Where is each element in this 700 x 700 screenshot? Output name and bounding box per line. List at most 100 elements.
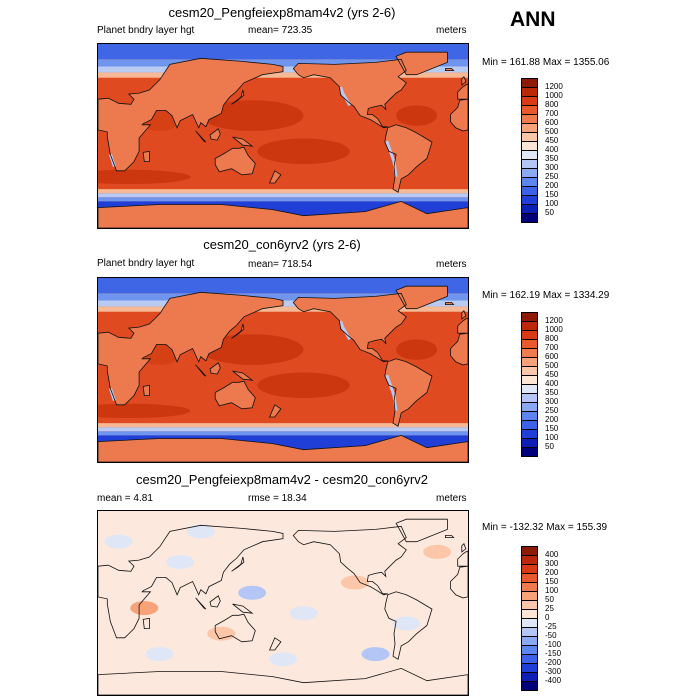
field-patch [361, 647, 390, 662]
colorbar-label: 150 [545, 190, 559, 199]
coastline [142, 617, 150, 629]
coastline [450, 83, 468, 132]
coastal-band [385, 140, 398, 178]
field-patch [98, 169, 191, 185]
panel1-units-label: meters [436, 25, 467, 36]
land-fill [232, 371, 253, 381]
colorbar-label: 500 [545, 361, 559, 370]
field-band [98, 72, 468, 78]
land-fill [210, 128, 221, 141]
coastline [395, 518, 448, 543]
colorbar-label: -400 [545, 676, 562, 685]
field-band [98, 197, 468, 202]
coastline [232, 603, 254, 614]
coastline [142, 384, 150, 396]
field-patch [238, 585, 267, 600]
coastline [292, 525, 407, 596]
colorbar-label: 400 [545, 550, 559, 559]
panel3-title: cesm20_Pengfeiexp8mam4v2 - cesm20_con6yr… [136, 472, 428, 487]
panel3-units-label: meters [436, 493, 467, 504]
colorbar-label: 250 [545, 406, 559, 415]
field-patch [186, 524, 215, 539]
coastline [98, 434, 468, 462]
land-fill [396, 286, 448, 309]
coastline [231, 323, 245, 339]
colorbar-label: 200 [545, 568, 559, 577]
field-patch [340, 575, 369, 590]
field-band [98, 427, 468, 432]
colorbar-label: 150 [545, 424, 559, 433]
land-fill [461, 310, 466, 319]
coastline [445, 302, 455, 305]
colorbar-label: 200 [545, 181, 559, 190]
colorbar-swatch [521, 681, 538, 691]
panel3-minmax: Min = -132.32 Max = 155.39 [482, 522, 608, 533]
field-patch [257, 372, 350, 399]
field-band [98, 59, 468, 67]
land-fill [269, 170, 281, 183]
colorbar-label: -100 [545, 640, 562, 649]
land-fill [98, 201, 468, 228]
coastline [395, 51, 448, 76]
colorbar-label: 300 [545, 163, 559, 172]
coastline [450, 317, 468, 366]
coastline [98, 200, 468, 228]
colorbar-label: 450 [545, 370, 559, 379]
coastline [461, 75, 467, 86]
panel3-rmse-label: rmse = 18.34 [248, 493, 307, 504]
land-fill [293, 293, 407, 362]
panel1-field-label: Planet bndry layer hgt [97, 25, 195, 36]
coastline [98, 667, 468, 695]
colorbar-label: 500 [545, 127, 559, 136]
colorbar-label: -200 [545, 658, 562, 667]
coastline [384, 358, 433, 427]
colorbar-label: 1000 [545, 91, 563, 100]
field-band [98, 306, 468, 312]
panel1-minmax: Min = 161.88 Max = 1355.06 [482, 57, 610, 68]
panel1-map [97, 43, 469, 229]
coastline [395, 285, 448, 310]
colorbar-label: 450 [545, 136, 559, 145]
colorbar-label: 700 [545, 343, 559, 352]
coastline [445, 535, 455, 538]
land-fill [143, 385, 150, 396]
colorbar-label: -300 [545, 667, 562, 676]
panel1-mean-label: mean= 723.35 [248, 25, 313, 36]
coastal-band [385, 374, 398, 412]
colorbar-label: 50 [545, 442, 554, 451]
field-patch [166, 555, 195, 570]
field-band [98, 44, 468, 60]
coastline [98, 291, 284, 406]
panel2-units-label: meters [436, 259, 467, 270]
coastline [461, 542, 467, 553]
field-patch [396, 105, 438, 126]
colorbar-label: 50 [545, 208, 554, 217]
colorbar-label: 25 [545, 604, 554, 613]
land-fill [293, 59, 407, 128]
colorbar-label: 600 [545, 118, 559, 127]
coastline [268, 404, 282, 418]
coastline [232, 136, 254, 147]
colorbar-label: 300 [545, 397, 559, 406]
colorbar-label: -25 [545, 622, 557, 631]
colorbar-label: 100 [545, 199, 559, 208]
colorbar-label: -50 [545, 631, 557, 640]
colorbar-label: 800 [545, 100, 559, 109]
land-fill [215, 147, 256, 175]
coastline [292, 292, 407, 363]
field-patch [130, 601, 159, 616]
colorbar-label: 50 [545, 595, 554, 604]
colorbar-label: 400 [545, 379, 559, 388]
field-patch [145, 647, 174, 662]
coastline [98, 57, 284, 172]
coastline [292, 58, 407, 129]
land-fill [98, 435, 468, 462]
land-fill [450, 83, 468, 131]
field-patch [396, 339, 438, 360]
season-label: ANN [510, 8, 556, 31]
field-band [98, 423, 468, 428]
coastline [209, 595, 221, 608]
coastline [384, 124, 433, 193]
panel2-map [97, 277, 469, 463]
coastline [268, 637, 282, 651]
